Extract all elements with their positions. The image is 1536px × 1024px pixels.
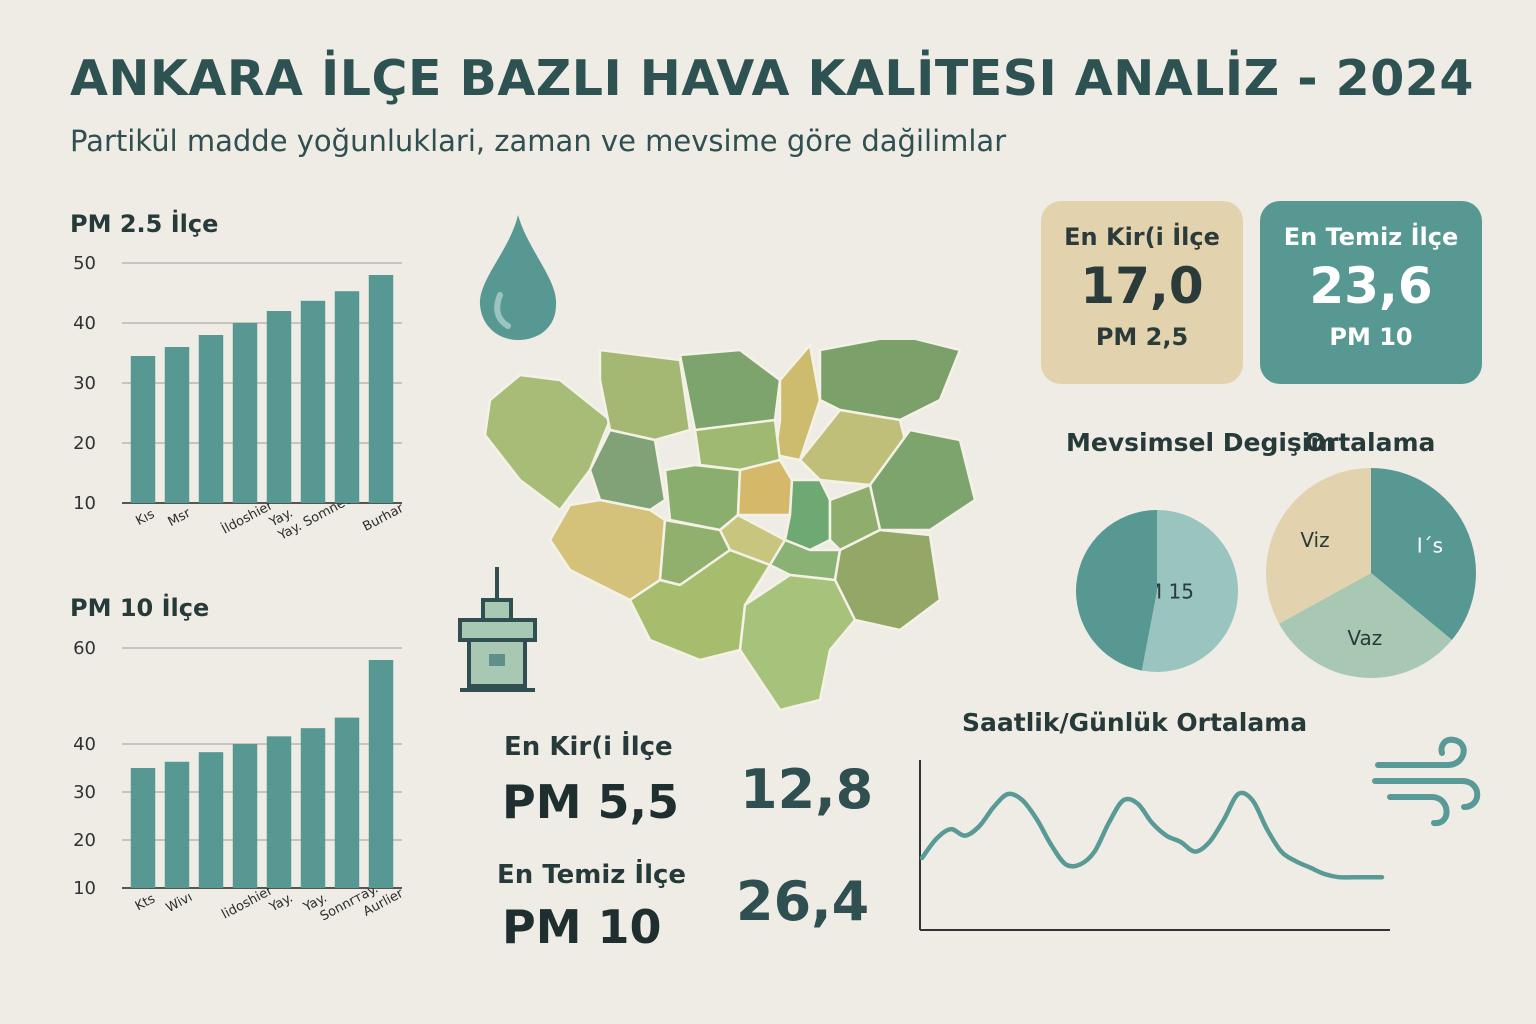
pie-slice-label: Vaz [1347, 626, 1382, 650]
card-unit: PM 10 [1329, 323, 1413, 351]
bar [300, 300, 326, 503]
bar [164, 761, 190, 888]
district-region [738, 573, 857, 712]
district-region [736, 458, 794, 517]
y-tick-label: 40 [73, 313, 96, 334]
air-monitoring-station-icon [458, 567, 537, 692]
pie-slice [1278, 573, 1452, 678]
x-tick-label: Kts [133, 891, 158, 914]
water-drop-icon [479, 215, 557, 340]
cleanest-stat-unit: PM 10 [502, 900, 662, 954]
card-value: 23,6 [1309, 257, 1433, 315]
average-pie-chart: I´s Vaz Viz [1266, 468, 1476, 678]
card-title: En Temiz İlçe [1283, 223, 1459, 251]
bar [198, 335, 224, 503]
average-pie-title: Ortalama [1304, 428, 1436, 457]
seasonal-pie-title: Mevsimsel Degişim [1066, 428, 1337, 457]
card-value: 17,0 [1080, 257, 1204, 315]
district-region [628, 548, 772, 662]
bar [334, 717, 360, 888]
y-tick-label: 40 [73, 734, 96, 755]
y-tick-label: 30 [73, 373, 96, 394]
cleanest-stat-value: 26,4 [736, 870, 870, 933]
x-tick-label: Wivı [164, 890, 195, 916]
hourly-line-chart [919, 760, 1390, 931]
x-tick-label: Kıs [133, 507, 157, 529]
x-tick-label: Msr [166, 506, 194, 531]
pm25-chart-title: PM 2.5 İlçe [70, 210, 219, 238]
y-tick-label: 30 [73, 782, 96, 803]
district-region [818, 340, 962, 422]
bar [266, 311, 292, 503]
dirtiest-stat-value: 12,8 [740, 758, 874, 821]
bar [198, 752, 224, 888]
pie-slice [1371, 468, 1476, 640]
y-tick-label: 10 [73, 878, 96, 899]
pie-slice [1141, 510, 1238, 672]
wind-icon [1372, 736, 1481, 826]
bar [334, 291, 360, 503]
district-region [663, 463, 742, 532]
y-tick-label: 50 [73, 253, 96, 274]
dirtiest-stat-unit: PM 5,5 [502, 775, 679, 829]
y-tick-label: 20 [73, 830, 96, 851]
dirtiest-stat-label: En Kir(i İlçe [504, 732, 673, 762]
card-unit: PM 2,5 [1095, 323, 1189, 351]
pm10-chart-title: PM 10 İlçe [70, 594, 210, 622]
bar [232, 744, 258, 888]
district-map [483, 340, 977, 712]
page-title: ANKARA İLÇE BAZLI HAVA KALİTESI ANALİZ -… [70, 50, 1474, 107]
page-subtitle: Partikül madde yoğunluklari, zaman ve me… [70, 124, 1007, 158]
bar [368, 275, 394, 503]
pie-slice-label: I´s [1417, 533, 1443, 557]
cleanest-district-card: En Temiz İlçe 23,6 PM 10 [1260, 201, 1482, 384]
cleanest-stat-label: En Temiz İlçe [497, 860, 687, 890]
seasonal-pie-chart: PM 15 [1076, 510, 1238, 672]
district-region [598, 348, 692, 442]
series-line [919, 790, 1385, 880]
bar [130, 356, 156, 503]
bar [130, 768, 156, 888]
line-chart-title: Saatlik/Günlük Ortalama [962, 708, 1308, 737]
bar [232, 323, 258, 503]
dirtiest-district-card: En Kir(i İlçe 17,0 PM 2,5 [1041, 201, 1243, 384]
district-region [783, 478, 832, 552]
bar [300, 728, 326, 888]
district-region [483, 373, 612, 512]
y-tick-label: 60 [73, 638, 96, 659]
pie-slice [1266, 468, 1371, 624]
y-tick-label: 20 [73, 433, 96, 454]
bar [266, 736, 292, 888]
pie-slice-label: Viz [1300, 528, 1329, 552]
x-tick-label: Burhar [360, 501, 406, 535]
bar [368, 660, 394, 888]
bar [164, 347, 190, 503]
y-tick-label: 10 [73, 493, 96, 514]
pie-slice [1076, 510, 1157, 671]
card-title: En Kir(i İlçe [1064, 223, 1220, 251]
district-region [548, 498, 667, 602]
